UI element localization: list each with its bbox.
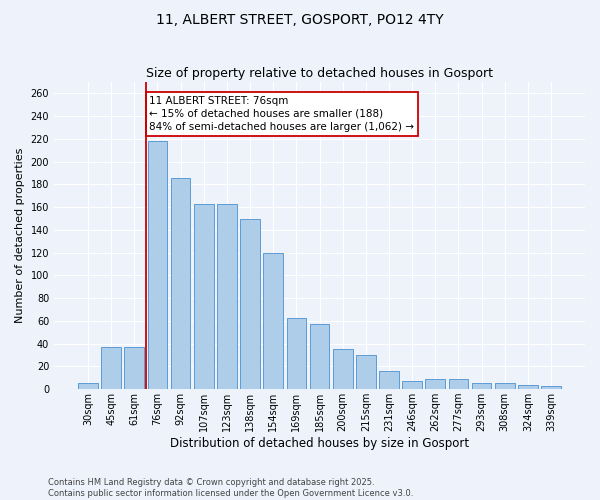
Bar	[217, 204, 237, 389]
Bar	[472, 384, 491, 389]
Bar	[263, 252, 283, 389]
Text: 11, ALBERT STREET, GOSPORT, PO12 4TY: 11, ALBERT STREET, GOSPORT, PO12 4TY	[156, 12, 444, 26]
Bar	[171, 178, 190, 389]
Bar	[541, 386, 561, 389]
Text: Contains HM Land Registry data © Crown copyright and database right 2025.
Contai: Contains HM Land Registry data © Crown c…	[48, 478, 413, 498]
Bar	[287, 318, 306, 389]
Bar	[379, 371, 399, 389]
Bar	[495, 384, 515, 389]
Bar	[148, 141, 167, 389]
X-axis label: Distribution of detached houses by size in Gosport: Distribution of detached houses by size …	[170, 437, 469, 450]
Bar	[310, 324, 329, 389]
Bar	[101, 347, 121, 389]
Bar	[518, 384, 538, 389]
Bar	[124, 347, 144, 389]
Bar	[78, 384, 98, 389]
Text: 11 ALBERT STREET: 76sqm
← 15% of detached houses are smaller (188)
84% of semi-d: 11 ALBERT STREET: 76sqm ← 15% of detache…	[149, 96, 415, 132]
Title: Size of property relative to detached houses in Gosport: Size of property relative to detached ho…	[146, 66, 493, 80]
Bar	[425, 379, 445, 389]
Bar	[402, 381, 422, 389]
Bar	[449, 379, 468, 389]
Bar	[240, 218, 260, 389]
Y-axis label: Number of detached properties: Number of detached properties	[15, 148, 25, 324]
Bar	[194, 204, 214, 389]
Bar	[356, 355, 376, 389]
Bar	[333, 350, 353, 389]
